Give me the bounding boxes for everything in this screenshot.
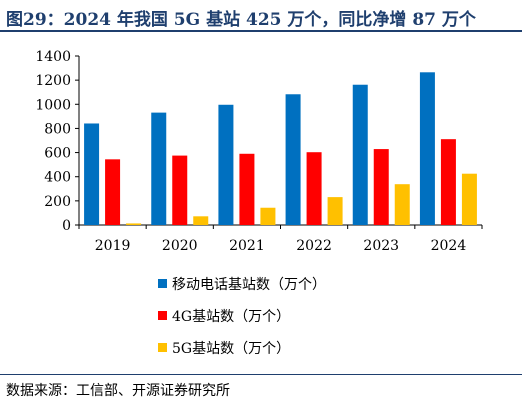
bar	[285, 94, 301, 226]
bar	[239, 153, 255, 225]
x-axis: 2019 2020 2021 2022 2023 2024	[78, 224, 483, 254]
x-tick-label: 2021	[229, 238, 265, 254]
bar	[260, 207, 276, 225]
title-divider	[0, 30, 522, 32]
legend-swatch	[158, 343, 167, 352]
bar	[373, 149, 389, 225]
bar	[419, 72, 435, 226]
legend-swatch	[158, 311, 167, 320]
bar	[105, 159, 121, 225]
x-tick-label: 2024	[431, 238, 467, 254]
bar	[327, 197, 343, 225]
legend: 移动电话基站数（万个） 4G基站数（万个） 5G基站数（万个）	[158, 276, 326, 357]
bar	[440, 139, 456, 225]
legend-swatch	[158, 279, 167, 288]
page-title: 图29：2024 年我国 5G 基站 425 万个，同比净增 87 万个	[6, 10, 476, 30]
legend-label: 移动电话基站数（万个）	[172, 276, 326, 293]
y-tick-label: 1200	[35, 73, 71, 89]
x-tick-label: 2020	[162, 238, 198, 254]
y-tick-label: 0	[62, 218, 71, 234]
bar	[172, 155, 188, 225]
footer-divider	[0, 374, 522, 375]
y-tick-label: 1400	[35, 49, 71, 65]
legend-label: 5G基站数（万个）	[172, 340, 290, 357]
y-tick-label: 400	[44, 170, 71, 186]
legend-label: 4G基站数（万个）	[172, 308, 290, 325]
bar	[151, 112, 167, 225]
bars	[84, 72, 477, 226]
y-tick-label: 1000	[35, 97, 71, 113]
y-axis: 0 200 400 600 800 1000 1200 1400	[35, 49, 80, 234]
bar	[461, 173, 477, 225]
bar	[352, 84, 368, 225]
bar	[218, 104, 234, 225]
y-tick-label: 600	[44, 146, 71, 162]
x-tick-label: 2019	[95, 238, 131, 254]
y-tick-label: 200	[44, 194, 71, 210]
x-tick-label: 2022	[296, 238, 332, 254]
bar	[193, 216, 209, 225]
source-note: 数据来源：工信部、开源证券研究所	[6, 383, 230, 399]
bar	[84, 123, 100, 225]
y-tick-label: 800	[44, 121, 71, 137]
bar	[126, 223, 142, 225]
x-tick-label: 2023	[363, 238, 399, 254]
bar	[306, 152, 322, 225]
bar	[394, 184, 410, 225]
